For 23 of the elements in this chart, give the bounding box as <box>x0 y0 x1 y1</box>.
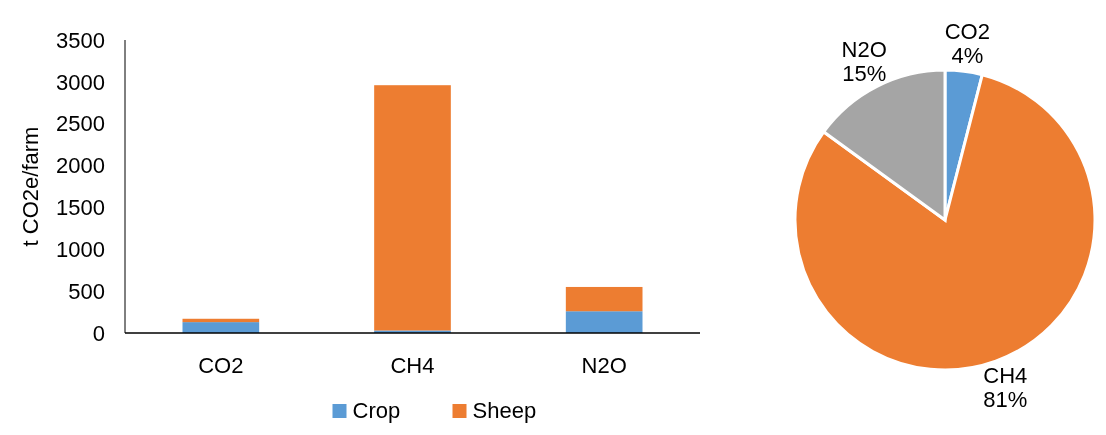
y-tick-label: 2500 <box>56 111 105 137</box>
data-label: 81% <box>983 387 1028 413</box>
x-tick-label: N2O <box>581 353 627 378</box>
bar <box>182 322 260 333</box>
legend-label: Sheep <box>472 398 537 423</box>
y-tick-label: 0 <box>92 320 105 346</box>
y-tick-label: 3500 <box>56 27 105 53</box>
slice-label: CO2 <box>944 19 990 44</box>
bar <box>374 85 451 331</box>
y-tick-label: 1500 <box>56 195 105 221</box>
legend-label: Crop <box>352 398 401 423</box>
y-tick-label: 500 <box>68 278 105 304</box>
y-axis-title: t CO2e/farm <box>17 126 43 247</box>
bar <box>565 311 643 333</box>
data-label: 4% <box>951 43 984 69</box>
x-tick-label: CH4 <box>390 353 435 378</box>
y-tick-label: 1000 <box>56 236 105 262</box>
slice-label: N2O <box>841 37 887 62</box>
y-tick-label: 3000 <box>56 69 105 95</box>
x-tick-label: CO2 <box>198 353 244 378</box>
bar <box>565 286 643 312</box>
y-tick-label: 2000 <box>56 153 105 179</box>
data-label: 15% <box>842 61 887 87</box>
